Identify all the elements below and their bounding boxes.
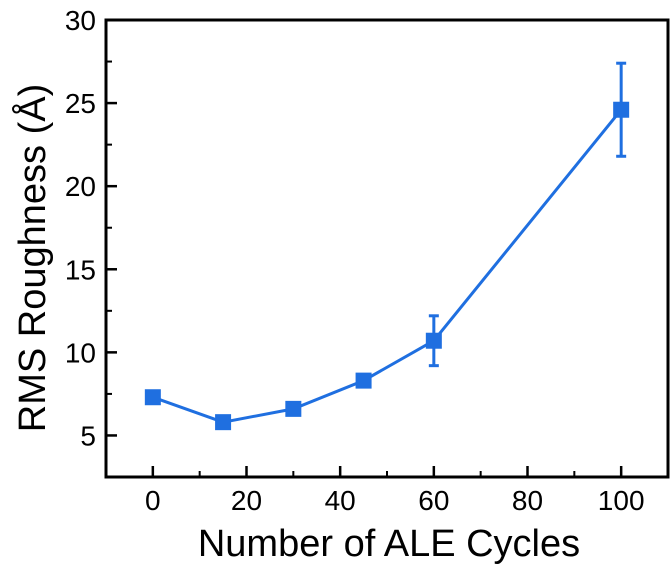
- data-point-marker: [215, 414, 232, 431]
- y-tick-label: 30: [65, 5, 96, 36]
- y-tick-label: 20: [65, 171, 96, 202]
- plot-frame: [104, 18, 670, 479]
- data-point-marker: [144, 389, 161, 406]
- x-tick-label: 0: [145, 485, 161, 516]
- y-tick-label: 15: [65, 254, 96, 285]
- x-axis-title: Number of ALE Cycles: [198, 523, 580, 565]
- data-point-marker: [425, 332, 442, 349]
- data-point-marker: [355, 372, 372, 389]
- y-axis-title: RMS Roughness (Å): [10, 84, 54, 432]
- x-tick-label: 20: [231, 485, 262, 516]
- series-line: [152, 108, 623, 424]
- x-tick-label: 100: [598, 485, 645, 516]
- x-tick-label: 80: [512, 485, 543, 516]
- plot-frame: [104, 18, 670, 479]
- y-tick-label: 5: [80, 420, 96, 451]
- data-point-marker: [613, 101, 630, 118]
- data-point-marker: [285, 400, 302, 417]
- x-tick-label: 60: [418, 485, 449, 516]
- axis-ticks: 0 20 40 60 80 100 5 10 15 20 25 30: [65, 5, 645, 516]
- x-tick-label: 40: [325, 485, 356, 516]
- y-tick-label: 10: [65, 337, 96, 368]
- y-tick-label: 25: [65, 88, 96, 119]
- data-series: [144, 61, 630, 431]
